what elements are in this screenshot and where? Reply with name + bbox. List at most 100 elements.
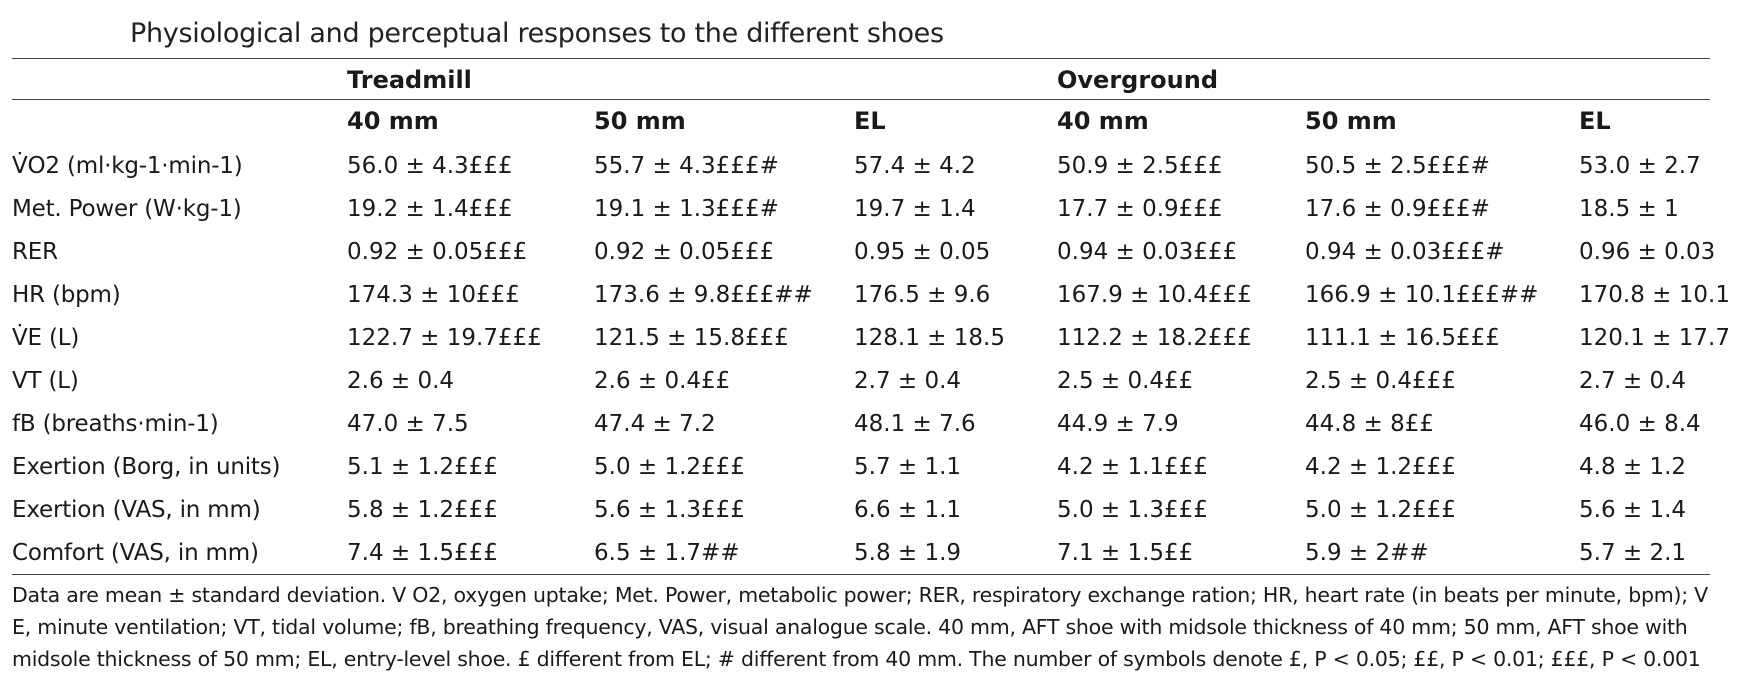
table-cell: 0.92 ± 0.05£££: [347, 238, 528, 265]
group-header-treadmill: Treadmill: [347, 58, 1057, 100]
table-cell: 19.1 ± 1.3£££#: [594, 195, 779, 222]
table-row: V̇O2 (ml·kg-1·min-1) 56.0 ± 4.3£££ 55.7 ± …: [12, 140, 1710, 187]
group-label-overground: Overground: [1057, 66, 1219, 94]
data-table: Treadmill Overground 40 mm 50 mm EL 40 m…: [12, 58, 1730, 575]
table-caption: Physiological and perceptual responses t…: [12, 18, 1710, 58]
table-cell: 56.0 ± 4.3£££: [347, 152, 513, 179]
table-cell: 0.94 ± 0.03£££#: [1305, 238, 1505, 265]
row-label: RER: [12, 238, 58, 265]
table-cell: 5.7 ± 2.1: [1579, 531, 1710, 575]
table-cell: 4.2 ± 1.1£££: [1057, 453, 1208, 480]
row-label: Met. Power (W·kg-1): [12, 195, 242, 222]
table-cell: 2.7 ± 0.4: [1579, 367, 1687, 394]
table-cell: 47.0 ± 7.5: [347, 410, 469, 437]
table-cell: 19.7 ± 1.4: [854, 195, 976, 222]
table-cell: 5.0 ± 1.3£££: [1057, 496, 1208, 523]
table-cell: 5.0 ± 1.2£££: [594, 453, 745, 480]
table-cell: 44.8 ± 8££: [1305, 410, 1435, 437]
table-cell: 170.8 ± 10.1: [1579, 281, 1730, 308]
table-cell: 2.5 ± 0.4££: [1057, 367, 1194, 394]
table-cell: 173.6 ± 9.8£££##: [594, 281, 813, 308]
table-cell: 5.7 ± 1.1: [854, 453, 962, 480]
group-header-row: Treadmill Overground: [12, 58, 1710, 100]
table-cell: 0.95 ± 0.05: [854, 238, 991, 265]
row-label: HR (bpm): [12, 281, 121, 308]
table-cell: 2.5 ± 0.4£££: [1305, 367, 1456, 394]
table-cell: 44.9 ± 7.9: [1057, 410, 1179, 437]
table-row: RER 0.92 ± 0.05£££ 0.92 ± 0.05£££ 0.95 ± 0.…: [12, 230, 1716, 273]
table-cell: 7.4 ± 1.5£££: [347, 531, 594, 575]
table-row: VT (L) 2.6 ± 0.4 2.6 ± 0.4££ 2.7 ± 0.4 2.5 ±…: [12, 359, 1710, 402]
table-footnote: Data are mean ± standard deviation. V O2…: [12, 583, 1708, 671]
table-cell: 6.6 ± 1.1: [854, 496, 962, 523]
table-cell: 5.1 ± 1.2£££: [347, 453, 498, 480]
table-cell: 46.0 ± 8.4: [1579, 410, 1701, 437]
table-cell: 5.8 ± 1.2£££: [347, 496, 498, 523]
table-cell: 7.1 ± 1.5££: [1057, 531, 1305, 575]
row-label: Exertion (VAS, in mm): [12, 496, 261, 523]
row-label: VT (L): [12, 367, 79, 394]
table-cell: 174.3 ± 10£££: [347, 281, 520, 308]
table-container: Physiological and perceptual responses t…: [12, 18, 1730, 675]
col-header-tread-40: 40 mm: [347, 99, 594, 140]
table-cell: 6.5 ± 1.7##: [594, 531, 854, 575]
table-cell: 18.5 ± 1: [1579, 195, 1679, 222]
col-header-tread-el: EL: [854, 99, 1057, 140]
table-title: Physiological and perceptual responses t…: [130, 18, 944, 49]
table-cell: 2.6 ± 0.4: [347, 367, 455, 394]
group-label-treadmill: Treadmill: [347, 66, 472, 94]
table-cell: 0.96 ± 0.03: [1579, 238, 1716, 265]
table-cell: 50.5 ± 2.5£££#: [1305, 152, 1490, 179]
group-header-overground: Overground: [1057, 58, 1710, 100]
table-cell: 128.1 ± 18.5: [854, 324, 1005, 351]
table-cell: 17.7 ± 0.9£££: [1057, 195, 1223, 222]
table-cell: 53.0 ± 2.7: [1579, 152, 1701, 179]
table-cell: 122.7 ± 19.7£££: [347, 324, 542, 351]
table-cell: 112.2 ± 18.2£££: [1057, 324, 1252, 351]
table-cell: 47.4 ± 7.2: [594, 410, 716, 437]
col-header-over-50: 50 mm: [1305, 99, 1579, 140]
table-row: Exertion (Borg, in units) 5.1 ± 1.2£££ 5.0…: [12, 445, 1710, 488]
table-cell: 2.6 ± 0.4££: [594, 367, 731, 394]
row-label: fB (breaths·min-1): [12, 410, 219, 437]
table-cell: 55.7 ± 4.3£££#: [594, 152, 779, 179]
table-cell: 176.5 ± 9.6: [854, 281, 991, 308]
table-row: V̇E (L) 122.7 ± 19.7£££ 121.5 ± 15.8£££ 128…: [12, 316, 1730, 359]
row-label: Comfort (VAS, in mm): [12, 531, 347, 575]
table-cell: 5.0 ± 1.2£££: [1305, 496, 1456, 523]
table-cell: 5.9 ± 2##: [1305, 531, 1579, 575]
table-row: HR (bpm) 174.3 ± 10£££ 173.6 ± 9.8£££## 176…: [12, 273, 1730, 316]
table-cell: 2.7 ± 0.4: [854, 367, 962, 394]
table-cell: 19.2 ± 1.4£££: [347, 195, 513, 222]
table-cell: 17.6 ± 0.9£££#: [1305, 195, 1490, 222]
table-cell: 4.2 ± 1.2£££: [1305, 453, 1456, 480]
table-row: Met. Power (W·kg-1) 19.2 ± 1.4£££ 19.1 ± 1…: [12, 187, 1710, 230]
table-cell: 120.1 ± 17.7: [1579, 324, 1730, 351]
col-header-over-40: 40 mm: [1057, 99, 1305, 140]
column-header-row: 40 mm 50 mm EL 40 mm 50 mm EL: [12, 99, 1710, 140]
table-cell: 5.8 ± 1.9: [854, 531, 1057, 575]
table-cell: 5.6 ± 1.4: [1579, 496, 1687, 523]
table-cell: 111.1 ± 16.5£££: [1305, 324, 1500, 351]
table-body: V̇O2 (ml·kg-1·min-1) 56.0 ± 4.3£££ 55.7 ± …: [12, 140, 1730, 575]
table-cell: 5.6 ± 1.3£££: [594, 496, 745, 523]
row-label: V̇O2 (ml·kg-1·min-1): [12, 152, 243, 179]
table-cell: 57.4 ± 4.2: [854, 152, 976, 179]
table-row: Exertion (VAS, in mm) 5.8 ± 1.2£££ 5.6 ± 1…: [12, 488, 1710, 531]
table-cell: 167.9 ± 10.4£££: [1057, 281, 1252, 308]
table-cell: 50.9 ± 2.5£££: [1057, 152, 1223, 179]
col-header-tread-50: 50 mm: [594, 99, 854, 140]
table-cell: 166.9 ± 10.1£££##: [1305, 281, 1539, 308]
table-cell: 4.8 ± 1.2: [1579, 453, 1687, 480]
header-variable: [12, 99, 347, 140]
col-header-over-el: EL: [1579, 99, 1710, 140]
table-cell: 48.1 ± 7.6: [854, 410, 976, 437]
table-row: fB (breaths·min-1) 47.0 ± 7.5 47.4 ± 7.2 48…: [12, 402, 1710, 445]
header-blank: [12, 58, 347, 100]
table-cell: 0.94 ± 0.03£££: [1057, 238, 1238, 265]
table-label-faint: [12, 28, 130, 46]
table-cell: 0.92 ± 0.05£££: [594, 238, 775, 265]
row-label: V̇E (L): [12, 324, 80, 351]
row-label: Exertion (Borg, in units): [12, 453, 281, 480]
table-cell: 121.5 ± 15.8£££: [594, 324, 789, 351]
